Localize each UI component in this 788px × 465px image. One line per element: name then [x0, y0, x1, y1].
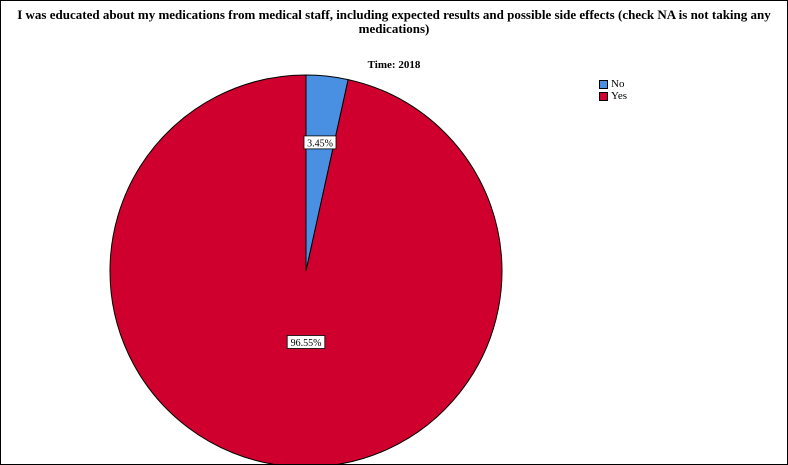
- data-label-no: 3.45%: [303, 135, 337, 149]
- pie-labels: 3.45% 96.55%: [286, 135, 337, 349]
- data-label-yes: 96.55%: [286, 335, 326, 349]
- chart-subtitle: Time: 2018: [367, 59, 421, 71]
- legend: No Yes: [599, 78, 627, 102]
- legend-swatch-yes: [599, 91, 608, 101]
- legend-label-yes: Yes: [611, 90, 628, 102]
- svg-text:96.55%: 96.55%: [291, 338, 322, 349]
- pie-slices: [109, 74, 503, 464]
- legend-swatch-no: [599, 79, 608, 89]
- legend-label-no: No: [611, 78, 625, 90]
- svg-text:3.45%: 3.45%: [307, 138, 333, 149]
- legend-item-yes: Yes: [599, 90, 627, 102]
- chart-title: I was educated about my medications from…: [17, 7, 771, 36]
- pie-slice-yes: [109, 74, 503, 464]
- legend-item-no: No: [599, 78, 627, 90]
